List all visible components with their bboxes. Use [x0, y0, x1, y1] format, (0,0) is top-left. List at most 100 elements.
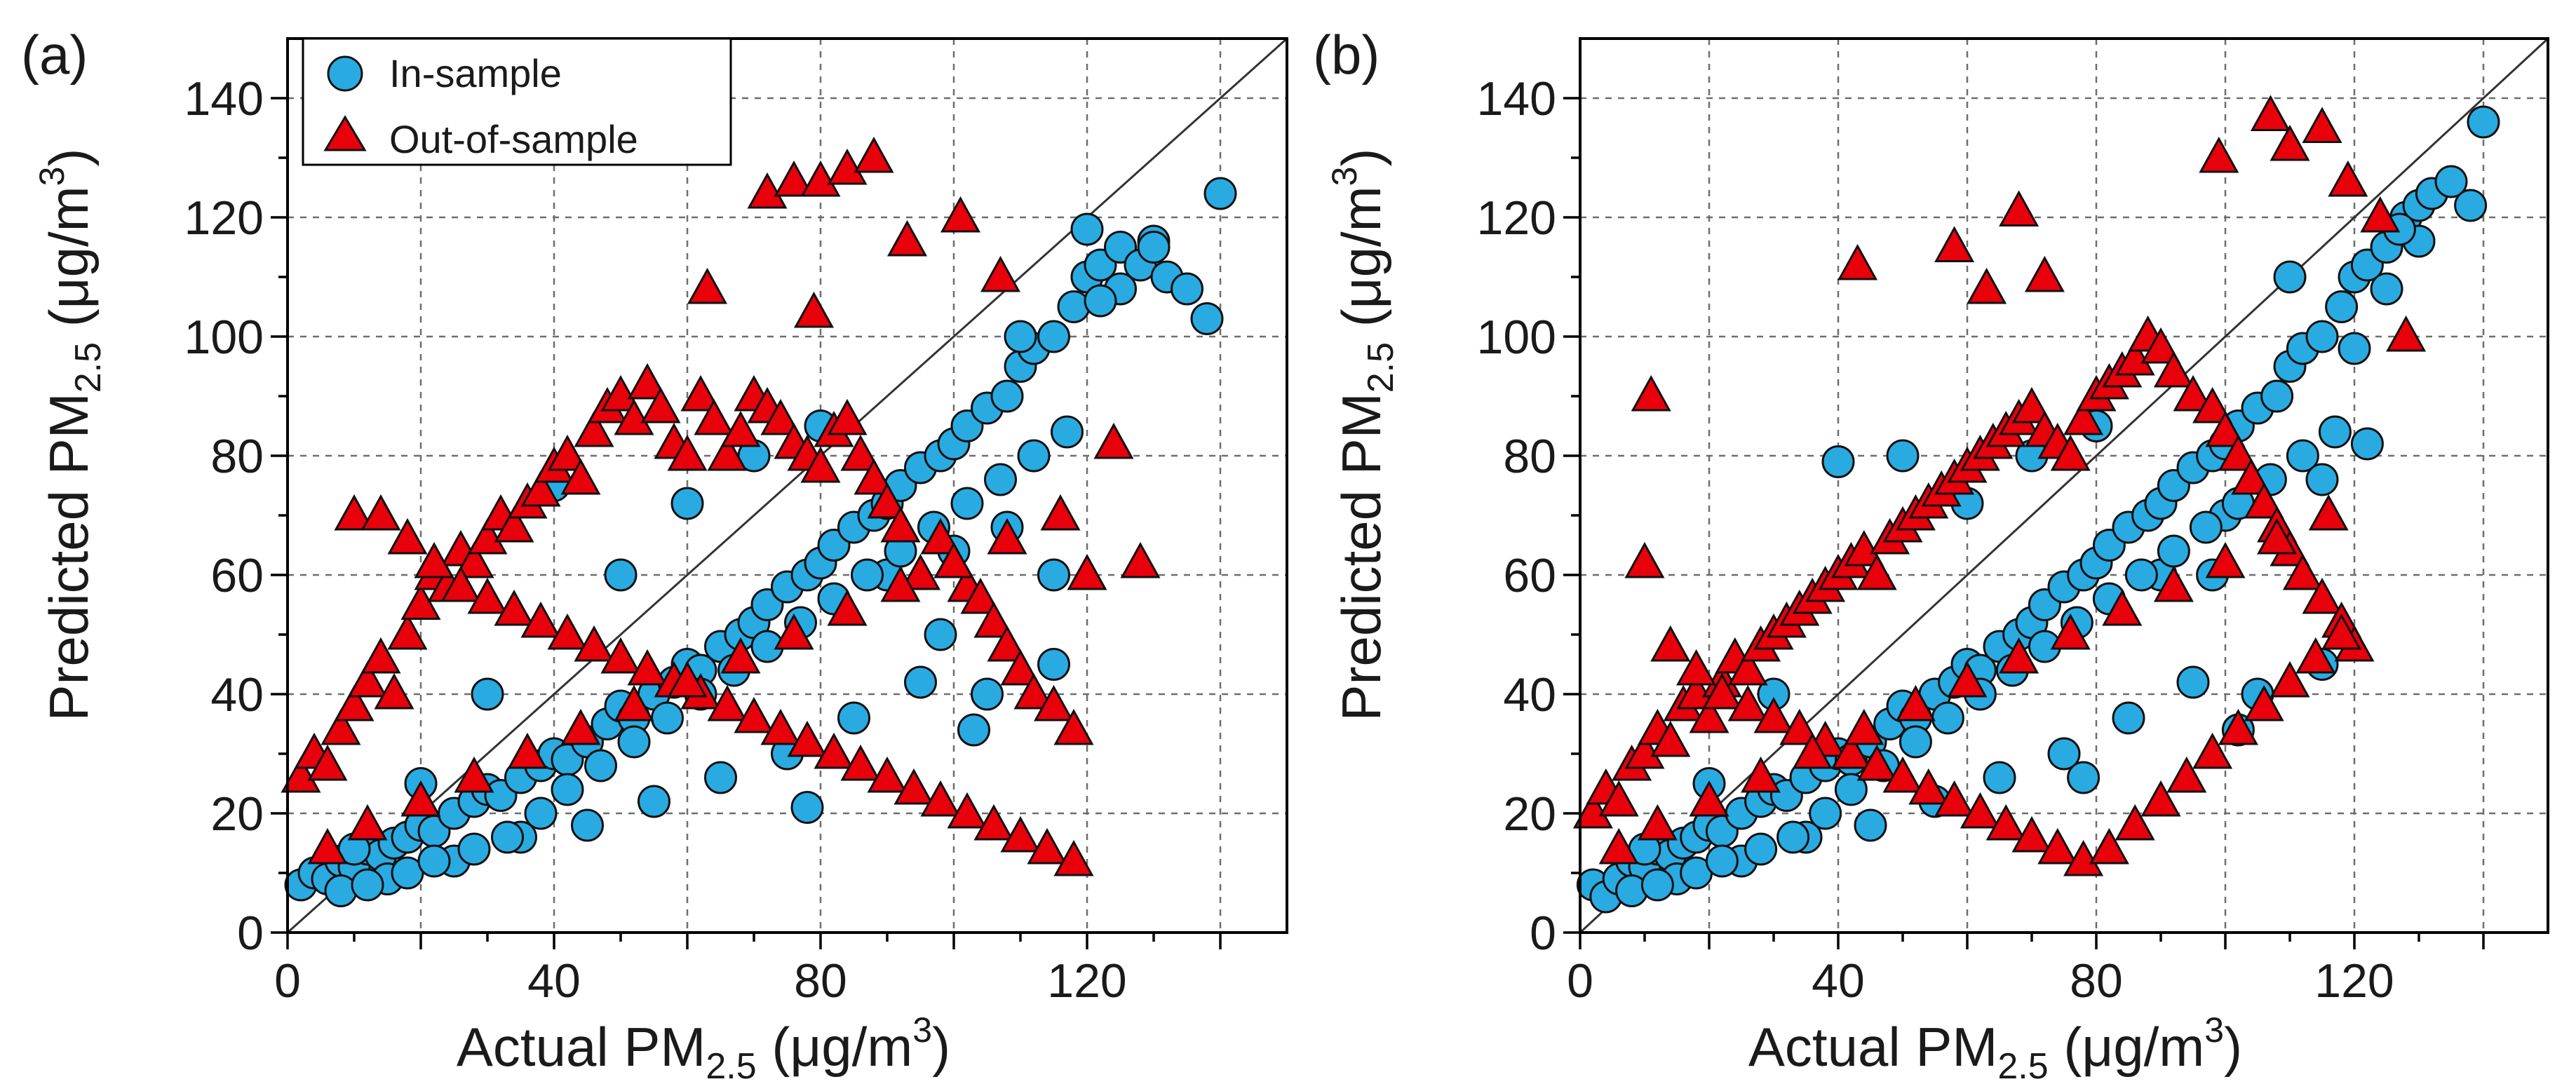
out-of-sample-point	[600, 637, 641, 674]
out-of-sample-point	[734, 696, 774, 733]
out-of-sample-point	[454, 541, 494, 578]
in-sample-point	[2189, 510, 2223, 544]
out-of-sample-point	[827, 398, 868, 435]
x-axis-title-b: Actual PM2.5 (μg/m3)	[1748, 1010, 2242, 1084]
out-of-sample-point	[321, 708, 361, 745]
out-of-sample-point	[1701, 672, 1742, 710]
out-of-sample-point	[1689, 696, 1729, 733]
y-axis-close-b: )	[1330, 149, 1392, 167]
out-of-sample-point	[2102, 589, 2143, 626]
out-of-sample-point	[1637, 804, 1678, 841]
in-sample-point	[950, 487, 984, 520]
out-of-sample-point	[1053, 839, 1094, 876]
in-sample-point	[924, 618, 957, 651]
out-of-sample-point	[2218, 708, 2258, 745]
in-sample-point	[670, 487, 704, 520]
in-sample-point	[471, 677, 504, 711]
out-of-sample-point	[1856, 553, 1897, 590]
x-axis-close-b: )	[2224, 1016, 2242, 1078]
out-of-sample-point	[360, 494, 401, 531]
out-of-sample-point	[2205, 410, 2246, 447]
out-of-sample-point	[1753, 696, 1794, 733]
out-of-sample-point	[2244, 482, 2284, 519]
identity-line-a	[286, 37, 1288, 934]
out-of-sample-point	[1999, 190, 2039, 226]
in-sample-point	[1017, 439, 1051, 473]
in-sample-point	[984, 463, 1017, 496]
in-sample-point	[2286, 439, 2319, 473]
out-of-sample-point	[2302, 107, 2342, 143]
legend-in-sample-marker	[327, 55, 363, 92]
out-of-sample-point	[1598, 780, 1639, 817]
points-a	[281, 136, 1237, 907]
panel-b: (b) 0 40 80 120 0 20 40 60 80 100 120 140 Predicted…	[1313, 24, 2549, 1084]
y-tick-label: 80	[210, 430, 264, 483]
in-sample-point	[2338, 332, 2371, 365]
out-of-sample-point	[1598, 827, 1639, 865]
in-sample-point	[837, 701, 870, 735]
in-sample-point	[1084, 284, 1117, 318]
y-axis-title-text-b: Predicted PM	[1330, 393, 1392, 721]
in-sample-point	[1854, 808, 1887, 842]
out-of-sample-point	[281, 756, 321, 793]
out-of-sample-point	[1000, 649, 1041, 686]
out-of-sample-point	[867, 756, 908, 793]
in-sample-point	[2305, 463, 2339, 496]
y-axis-units-b: (μg/m	[1330, 186, 1392, 342]
out-of-sample-point	[867, 482, 908, 519]
in-sample-point	[1899, 725, 1932, 759]
out-of-sample-point	[933, 541, 974, 578]
out-of-sample-point	[507, 732, 548, 769]
out-of-sample-point	[440, 565, 481, 602]
in-sample-point	[651, 701, 684, 735]
out-of-sample-point	[1067, 553, 1107, 590]
out-of-sample-point	[600, 374, 641, 412]
out-of-sample-point	[2153, 351, 2194, 388]
out-of-sample-point	[347, 804, 388, 841]
out-of-sample-point	[307, 827, 348, 865]
out-of-sample-point	[1908, 768, 1949, 805]
out-of-sample-point	[787, 720, 828, 757]
x-tick-label: 80	[794, 954, 847, 1008]
out-of-sample-point	[947, 792, 987, 829]
out-of-sample-point	[2295, 637, 2336, 674]
out-of-sample-point	[840, 434, 881, 471]
out-of-sample-point	[1624, 541, 1665, 578]
in-sample-point	[790, 791, 824, 824]
out-of-sample-point	[400, 780, 441, 817]
out-of-sample-point	[614, 398, 654, 435]
out-of-sample-point	[307, 744, 348, 781]
out-of-sample-point	[2192, 732, 2233, 769]
x-axis-title-text-b: Actual PM	[1748, 1016, 1997, 1078]
out-of-sample-point	[334, 494, 375, 531]
legend-in-sample-label: In-sample	[389, 51, 562, 95]
out-of-sample-point	[1053, 708, 1094, 745]
out-of-sample-point	[1882, 756, 1923, 793]
out-of-sample-point	[720, 410, 761, 447]
in-sample-point	[1640, 868, 1674, 902]
in-sample-point	[2157, 534, 2190, 568]
y-tick-label: 120	[184, 191, 264, 245]
out-of-sample-point	[400, 583, 441, 620]
y-axis-sub-b: 2.5	[1361, 342, 1401, 393]
in-sample-point	[617, 725, 651, 759]
in-sample-point	[1705, 844, 1739, 878]
in-sample-point	[1931, 701, 1964, 735]
in-sample-point	[638, 785, 670, 818]
out-of-sample-point	[1779, 708, 1820, 745]
y-tick-label: 60	[1503, 549, 1556, 602]
in-sample-point	[1776, 820, 1810, 854]
out-of-sample-point	[1985, 804, 2026, 841]
out-of-sample-point	[374, 672, 414, 710]
legend-box	[302, 37, 732, 166]
out-of-sample-point	[747, 172, 788, 209]
in-sample-point	[1744, 832, 1778, 866]
out-of-sample-point	[1934, 226, 1975, 262]
in-sample-point	[2067, 761, 2100, 794]
out-of-sample-point	[827, 148, 868, 185]
in-sample-point	[2325, 290, 2359, 323]
out-of-sample-point	[2050, 613, 2091, 650]
out-of-sample-point	[2024, 255, 2065, 292]
out-of-sample-point	[2270, 660, 2310, 698]
out-of-sample-point	[2250, 95, 2291, 131]
